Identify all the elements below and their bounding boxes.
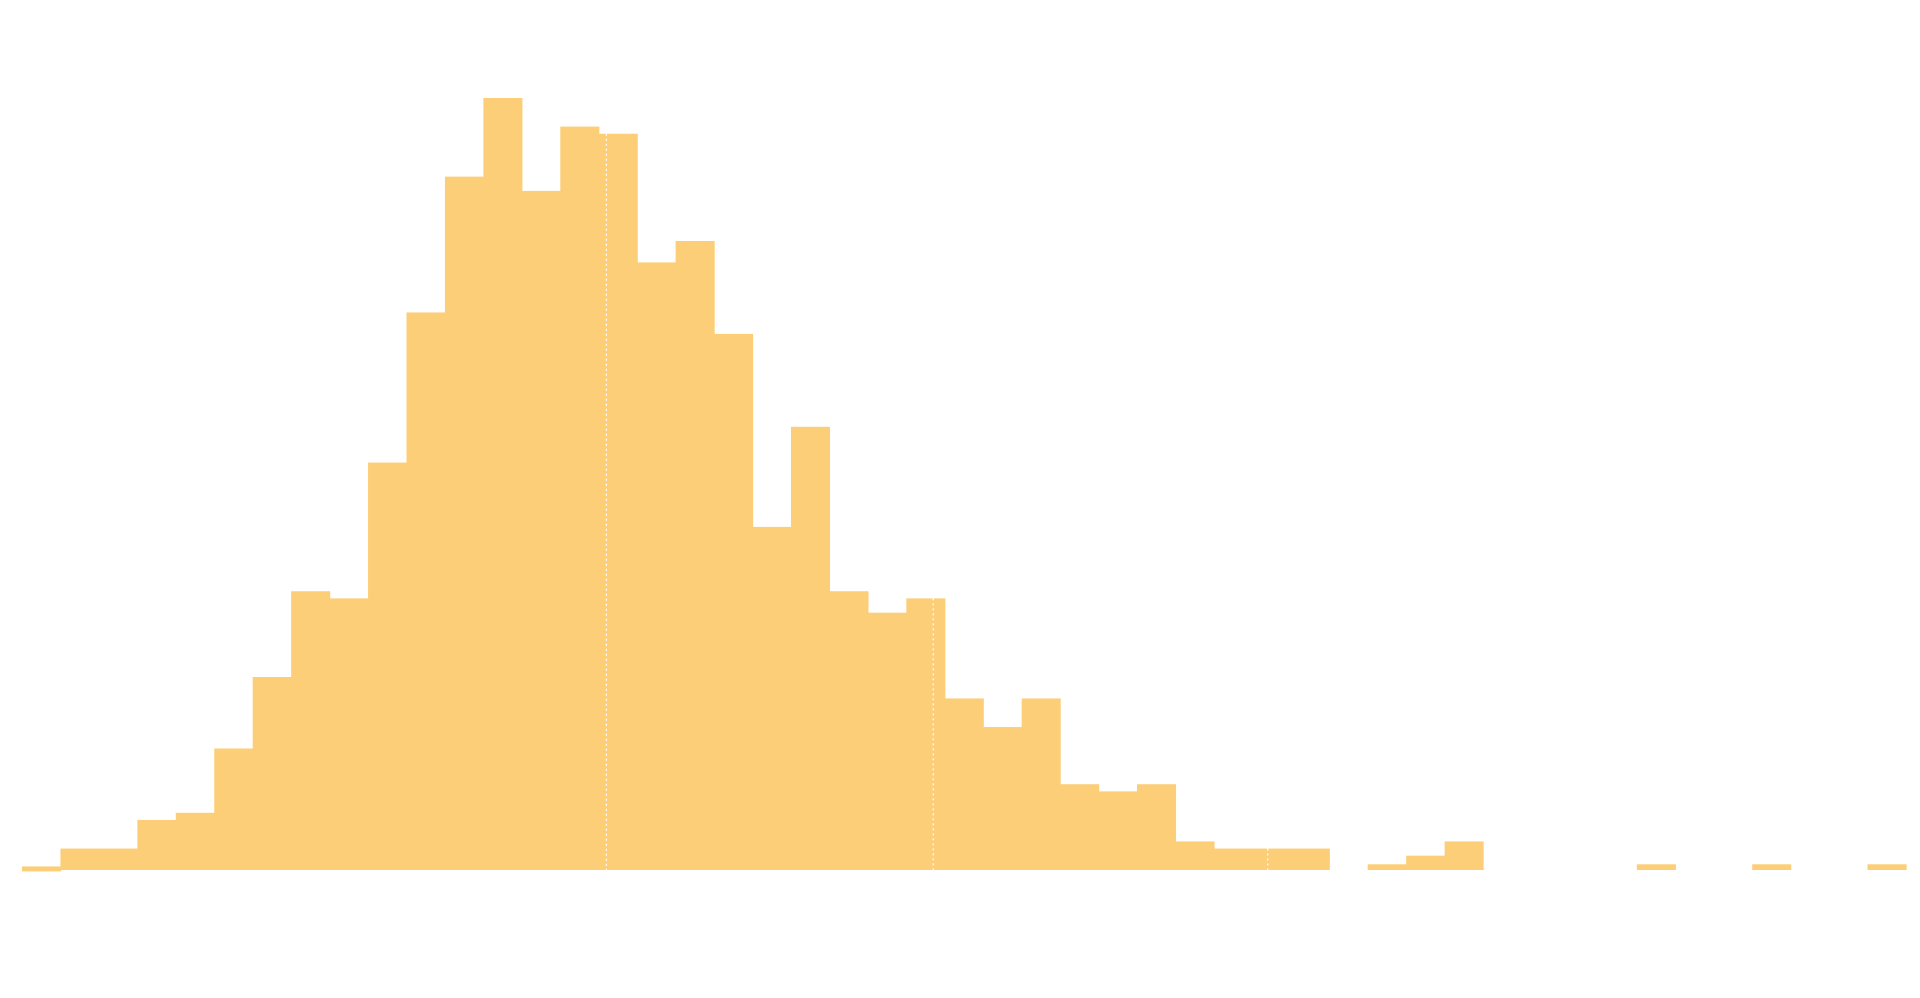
histogram-bar: [560, 126, 600, 871]
histogram-bar: [1175, 841, 1215, 870]
histogram-bar: [137, 819, 177, 870]
histogram-bar: [752, 526, 792, 870]
histogram-bar: [906, 598, 946, 870]
histogram-bar: [1367, 864, 1407, 870]
histogram-bar: [829, 591, 869, 870]
histogram-bar: [1213, 848, 1253, 870]
histogram-bars: [22, 98, 1907, 872]
histogram-bar: [1752, 864, 1792, 870]
histogram-bar: [637, 262, 677, 870]
histogram-bar: [60, 848, 100, 870]
histogram-bar: [214, 748, 254, 870]
histogram-bar: [1444, 841, 1484, 870]
histogram-bar: [1636, 864, 1676, 870]
histogram-bar: [22, 866, 62, 872]
histogram-bar: [252, 677, 292, 870]
histogram-bar: [598, 133, 638, 871]
histogram-bar: [1060, 784, 1100, 870]
histogram-bar: [98, 848, 138, 870]
histogram-bar: [444, 176, 484, 870]
histogram-bar: [1137, 784, 1177, 870]
histogram-bar: [406, 312, 446, 870]
reference-lines: [605, 133, 1269, 870]
histogram-bar: [368, 462, 408, 870]
histogram-bar: [790, 426, 831, 870]
histogram-bar: [1406, 855, 1446, 870]
histogram-bar: [867, 612, 907, 870]
histogram-bar: [1290, 848, 1330, 870]
histogram-bar: [521, 190, 561, 870]
histogram-bar: [175, 812, 215, 870]
histogram-bar: [329, 598, 369, 870]
histogram-bar: [1252, 848, 1292, 870]
histogram-bar: [1021, 698, 1061, 870]
histogram-bar: [675, 240, 715, 870]
histogram-bar: [983, 727, 1023, 870]
histogram-bar: [291, 591, 331, 870]
histogram-bar: [944, 698, 984, 870]
histogram-bar: [714, 333, 754, 870]
histogram-bar: [1098, 791, 1138, 870]
histogram-bar: [483, 98, 523, 870]
histogram-bar: [1867, 864, 1907, 870]
